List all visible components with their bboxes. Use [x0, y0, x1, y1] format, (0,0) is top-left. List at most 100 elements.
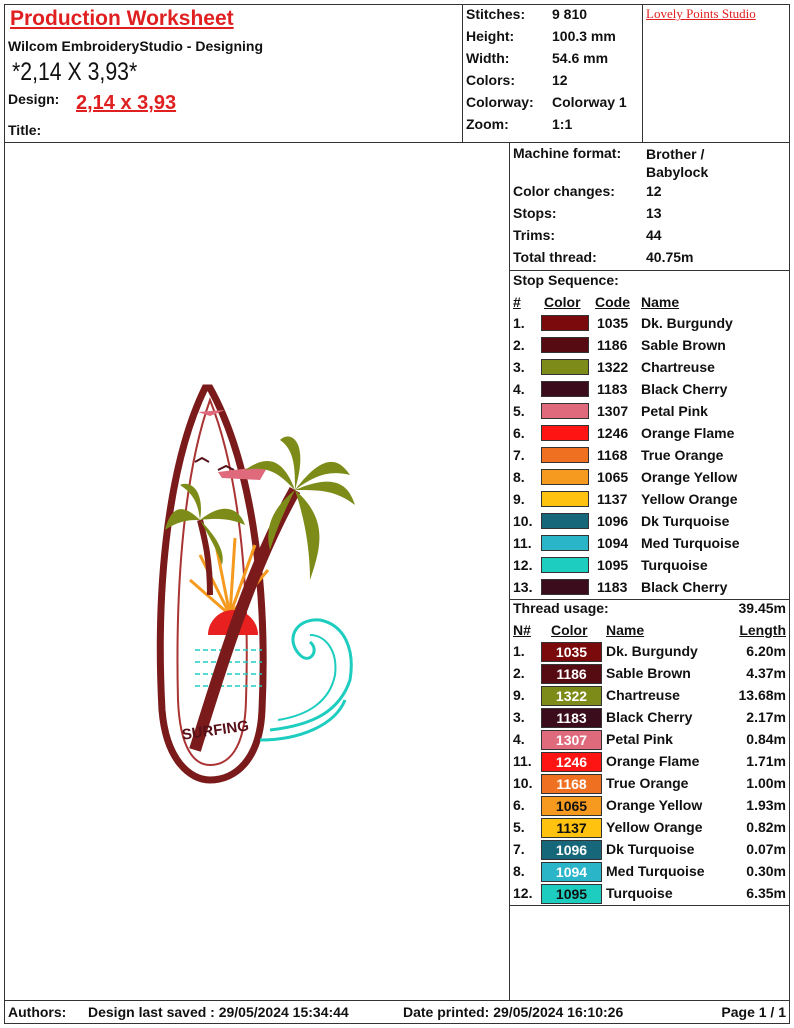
usage-swatch: 1035 — [541, 642, 602, 662]
stop-name: Turquoise — [641, 557, 708, 573]
stop-swatch — [541, 513, 589, 529]
stop-code: 1183 — [597, 579, 628, 595]
stop-num: 7. — [513, 447, 525, 463]
usage-swatch: 1246 — [541, 752, 602, 772]
stop-swatch — [541, 557, 589, 573]
usage-name: Dk. Burgundy — [606, 643, 698, 659]
usage-length: 0.30m — [746, 863, 786, 879]
usage-swatch: 1186 — [541, 664, 602, 684]
design-name: 2,14 x 3,93 — [76, 92, 177, 114]
stat-value: 100.3 mm — [552, 28, 616, 44]
machine-value: 12 — [646, 183, 662, 199]
usage-num: 12. — [513, 885, 533, 901]
usage-code: 1137 — [556, 820, 587, 836]
usage-code: 1035 — [555, 644, 588, 660]
stop-name: Black Cherry — [641, 381, 728, 397]
usage-num: 1. — [513, 643, 525, 659]
design-label: Design: — [8, 91, 60, 107]
machine-value: Brother / Babylock — [646, 146, 709, 180]
studio: Lovely Points Studio — [646, 6, 756, 21]
footer-line — [4, 1000, 790, 1001]
usage-header: Color — [551, 622, 588, 638]
stat-label: Stitches: — [466, 6, 526, 22]
usage-num: 3. — [513, 709, 525, 725]
stop-swatch — [541, 403, 589, 419]
usage-name: Orange Yellow — [606, 797, 703, 813]
stop-swatch — [541, 359, 589, 375]
title-label: Title: — [8, 122, 42, 138]
usage-name: Chartreuse — [606, 687, 680, 703]
stop-num: 10. — [513, 513, 533, 529]
stop-name: Yellow Orange — [641, 491, 738, 507]
footer-authors: Authors: — [8, 1004, 67, 1020]
stop-code: 1322 — [597, 359, 629, 375]
usage-code: 1095 — [555, 886, 588, 902]
panel-divider — [509, 143, 510, 1000]
usage-code: 1096 — [555, 842, 588, 858]
stop-name: Orange Flame — [641, 425, 735, 441]
usage-swatch: 1183 — [541, 708, 602, 728]
header-divider — [462, 4, 463, 143]
usage-num: 7. — [513, 841, 525, 857]
stop-swatch — [541, 315, 589, 331]
usage-swatch: 1322 — [541, 686, 602, 706]
stat-value: Colorway 1 — [552, 94, 627, 110]
stop-num: 4. — [513, 381, 525, 397]
stop-name: Orange Yellow — [641, 469, 738, 485]
design-preview: SURFING — [156, 384, 355, 784]
machine-label: Trims: — [513, 227, 556, 243]
stop-code: 1094 — [597, 535, 629, 551]
usage-swatch: 1094 — [541, 862, 602, 882]
stat-label: Height: — [466, 28, 515, 44]
stop-name: Black Cherry — [641, 579, 728, 595]
stop-num: 12. — [513, 557, 533, 573]
stat-label: Width: — [466, 50, 510, 66]
stop-code: 1065 — [597, 469, 629, 485]
usage-name: Turquoise — [606, 885, 673, 901]
machine-value: 44 — [646, 227, 662, 243]
usage-name: Black Cherry — [606, 709, 693, 725]
usage-code: 1183 — [556, 710, 587, 726]
usage-name: Med Turquoise — [606, 863, 705, 879]
usage-length: 6.35m — [746, 885, 786, 901]
usage-name: Orange Flame — [606, 753, 700, 769]
stop-swatch — [541, 447, 589, 463]
stop-name: True Orange — [641, 447, 724, 463]
stop-name: Chartreuse — [641, 359, 715, 375]
stat-value: 54.6 mm — [552, 50, 609, 66]
machine-label: Color changes: — [513, 183, 615, 199]
stop-num: 9. — [513, 491, 525, 507]
stop-name: Petal Pink — [641, 403, 708, 419]
machine-label: Stops: — [513, 205, 557, 221]
title: Production Worksheet — [10, 7, 234, 30]
stop-header: Code — [595, 294, 630, 310]
usage-length: 6.20m — [746, 643, 786, 659]
stat-value: 12 — [552, 72, 568, 88]
usage-code: 1322 — [555, 688, 588, 704]
stop-title: Stop Sequence: — [513, 272, 619, 288]
usage-num: 8. — [513, 863, 525, 879]
stop-name: Dk Turquoise — [641, 513, 730, 529]
usage-num: 9. — [513, 687, 525, 703]
usage-length: 4.37m — [746, 665, 786, 681]
stat-label: Colors: — [466, 72, 515, 88]
footer-printed: Date printed: 29/05/2024 16:10:26 — [403, 1004, 624, 1020]
usage-code: 1186 — [556, 666, 587, 682]
usage-length: 2.17m — [746, 709, 786, 725]
stop-swatch — [541, 469, 589, 485]
usage-swatch: 1096 — [541, 840, 602, 860]
usage-total: 39.45m — [738, 600, 786, 616]
usage-length: 0.07m — [746, 841, 786, 857]
usage-swatch: 1095 — [541, 884, 602, 904]
usage-length: 0.84m — [746, 731, 786, 747]
footer-page: Page 1 / 1 — [721, 1004, 786, 1020]
usage-num: 11. — [513, 753, 532, 769]
stop-code: 1168 — [597, 447, 628, 463]
stat-label: Zoom: — [466, 116, 509, 132]
usage-length: 0.82m — [746, 819, 786, 835]
usage-swatch: 1307 — [541, 730, 602, 750]
stop-code: 1137 — [597, 491, 628, 507]
stop-swatch — [541, 425, 589, 441]
usage-num: 6. — [513, 797, 525, 813]
section-line — [509, 270, 790, 271]
